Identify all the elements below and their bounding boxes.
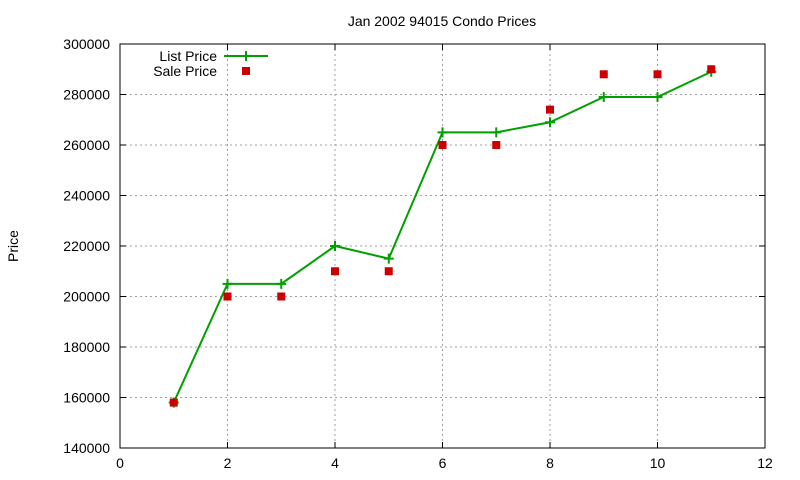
ticks-layer: 0 2 4 6 8 10 12 140000 160000 180000 200000 220000 2… [63, 36, 773, 471]
list-price-point [222, 278, 233, 289]
legend: List Price Sale Price [153, 48, 268, 79]
y-tick-label: 260000 [63, 137, 110, 153]
x-tick-label: 4 [331, 455, 339, 471]
list-price-point [330, 241, 340, 251]
x-tick-label: 12 [757, 455, 773, 471]
series-layer [168, 65, 717, 408]
chart-title: Jan 2002 94015 Condo Prices [348, 13, 536, 29]
y-tick-label: 300000 [63, 36, 110, 52]
sale-price-point [223, 292, 232, 301]
y-tick-label: 160000 [63, 390, 110, 406]
sale-price-point [438, 141, 447, 149]
sale-price-point [384, 267, 393, 276]
x-tick-label: 10 [650, 455, 666, 471]
list-price-point [491, 127, 502, 138]
list-price-point [545, 117, 555, 128]
list-price-point [437, 127, 448, 138]
x-tick-label: 0 [116, 455, 124, 471]
y-axis-label: Price [5, 230, 21, 262]
sale-price-point [546, 105, 554, 114]
sale-price-point [653, 70, 662, 79]
sale-price-point [169, 398, 178, 407]
sale-price-point [277, 292, 286, 301]
sale-price-point [707, 65, 716, 74]
list-price-line [172, 70, 712, 403]
sale-price-point [599, 70, 608, 79]
x-tick-label: 8 [546, 455, 554, 471]
legend-label-list-price: List Price [159, 48, 217, 64]
grid-layer [119, 43, 766, 449]
y-tick-label: 280000 [63, 87, 110, 103]
x-tick-label: 6 [439, 455, 447, 471]
list-price-point [598, 92, 609, 103]
x-tick-label: 2 [224, 455, 232, 471]
y-tick-label: 200000 [63, 289, 110, 305]
y-tick-label: 180000 [63, 339, 110, 355]
legend-label-sale-price: Sale Price [153, 63, 217, 79]
y-tick-label: 240000 [63, 188, 110, 204]
list-price-point [383, 253, 394, 264]
list-price-point [652, 92, 663, 103]
sale-price-point [331, 267, 339, 276]
sale-price-point [492, 141, 501, 149]
list-price-point [276, 278, 287, 289]
y-tick-label: 220000 [63, 238, 110, 254]
y-tick-label: 140000 [63, 440, 110, 456]
legend-marker-sale-price [242, 67, 250, 75]
